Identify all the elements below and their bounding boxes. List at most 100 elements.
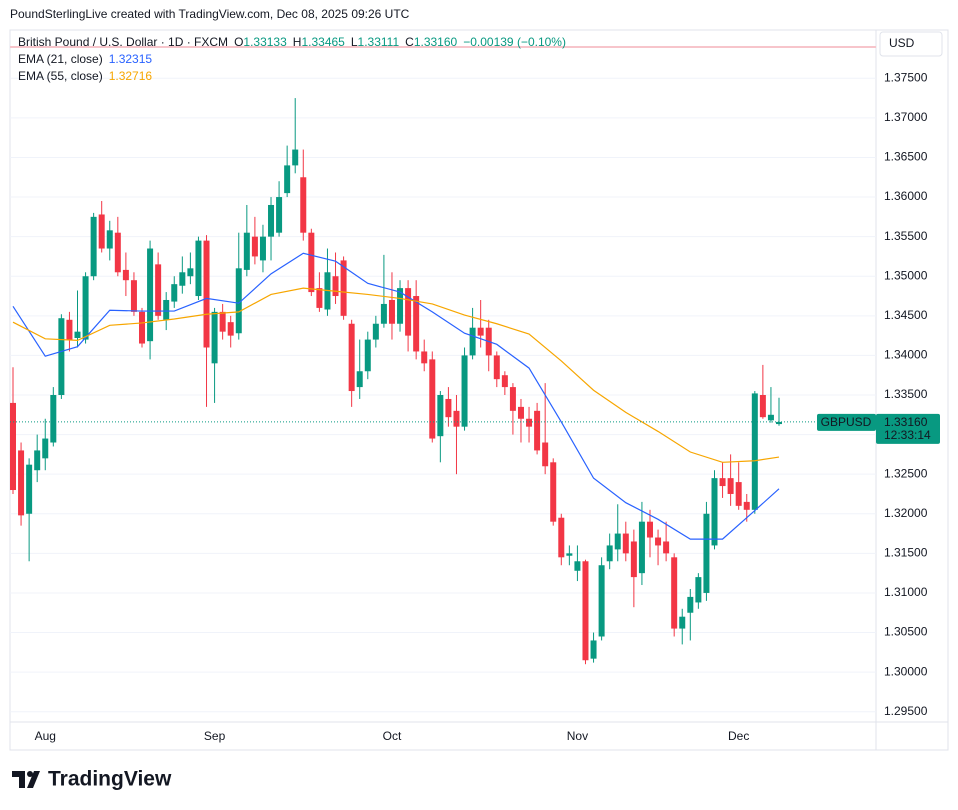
candle-body [526,418,533,427]
y-tick-label: 1.32000 [884,506,928,520]
candle-body [727,478,734,494]
candle-body [630,541,637,578]
ema-value: 1.32716 [109,69,153,83]
candle-body [622,533,629,554]
candle-body [332,276,339,297]
candle-body [687,596,694,613]
candle-body [235,268,242,334]
plot-area [10,77,876,713]
candle-body [453,410,460,427]
candle-body [759,395,766,418]
frame [9,29,949,751]
candle-body [671,557,678,629]
y-tick-label: 1.34000 [884,348,928,362]
key: H [293,35,302,49]
change: −0.00139 (−0.10%) [463,35,566,49]
legend-main: British Pound / U.S. Dollar · 1D · FXCM O… [18,35,566,49]
y-tick-label: 1.33500 [884,387,928,401]
currency-box [879,31,943,57]
candle-body [767,414,774,421]
candle-body [42,438,49,459]
candle-body [356,371,363,388]
candle-body [122,269,129,281]
candle-body [776,421,782,425]
candle-body [58,318,65,396]
candle-body [679,616,686,629]
candle-body [695,577,702,603]
candle-body [219,311,226,332]
legend-ema: EMA (21, close) 1.32315 [18,52,152,66]
candle-body [590,640,597,659]
key: C [405,35,414,49]
candle-body [380,303,387,324]
countdown: 12:33:14 [884,428,931,442]
candle-body [582,561,589,661]
candle-body [397,288,404,324]
credit: PoundSterlingLive created with TradingVi… [10,7,410,21]
candle-body [211,311,218,364]
price-tag [876,413,940,444]
candle-body [114,232,121,273]
candle-body [340,260,347,316]
candle-body [243,232,250,270]
candle-body [663,541,670,554]
candle-body [703,513,710,593]
y-tick-label: 1.36000 [884,189,928,203]
candle-body [268,204,275,237]
candle-body [751,393,758,510]
candle-body [276,197,283,233]
candle-body [469,327,476,356]
legend-ema: EMA (55, close) 1.32716 [18,69,152,83]
candle-body [614,533,621,550]
candle-body [501,375,508,388]
candle-body [445,398,452,418]
candle-body [163,299,170,320]
x-tick-label: Nov [567,729,588,743]
candle-body [719,478,726,487]
candle-body [493,355,500,380]
ema-line [12,287,780,463]
candle-body [711,478,718,546]
candle-body [66,319,73,340]
candle-body [509,387,516,411]
candle-body [251,236,258,257]
y-tick-label: 1.37000 [884,110,928,124]
candle-body [405,288,412,336]
candle-body [364,339,371,372]
candle-body [292,149,299,166]
candle-body [18,450,25,516]
candle-body [155,264,162,316]
candle-body [139,311,146,344]
candle-body [195,240,202,297]
candle-body [461,355,468,427]
currency: USD [889,36,915,50]
y-tick-label: 1.29500 [884,704,928,718]
candle-body [646,521,653,538]
candle-body [147,248,154,342]
candle-body [372,323,379,340]
candle-body [130,280,137,312]
value: 1.33465 [301,35,345,49]
y-tick-label: 1.36500 [884,150,928,164]
ema-line [12,252,780,540]
candle-body [74,331,81,338]
value: 1.33111 [358,35,400,49]
key: L [351,35,358,49]
y-tick-label: 1.32500 [884,466,928,480]
logo-dot [27,771,33,777]
ticker-tag [817,413,876,431]
ema-name: EMA (55, close) [18,69,103,83]
candle-body [98,214,105,249]
x-tick-label: Oct [383,729,402,743]
candle-body [598,565,605,637]
candle-body [655,537,662,546]
candle-body [421,351,428,364]
candle-body [574,561,581,571]
candle-body [82,276,89,340]
candle-body [90,216,97,277]
x-tick-label: Aug [35,729,56,743]
y-tick-label: 1.35000 [884,268,928,282]
x-tick-label: Dec [728,729,749,743]
value: 1.33160 [414,35,458,49]
